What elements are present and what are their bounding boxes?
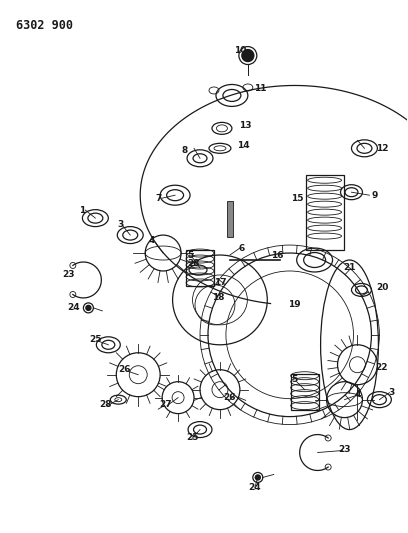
Text: 12: 12 (376, 144, 389, 153)
Circle shape (86, 305, 91, 310)
Text: 6: 6 (239, 244, 245, 253)
Text: 22: 22 (375, 363, 388, 372)
Text: 25: 25 (186, 433, 198, 442)
Text: 19: 19 (288, 301, 301, 309)
Text: 18: 18 (212, 294, 224, 302)
Text: 14: 14 (237, 141, 249, 150)
Text: 4: 4 (149, 236, 155, 245)
Text: 3: 3 (117, 220, 123, 229)
Text: 6302 900: 6302 900 (16, 19, 73, 31)
Text: 26: 26 (224, 393, 236, 402)
Text: 10: 10 (234, 46, 246, 55)
Text: 11: 11 (253, 84, 266, 93)
Text: 17: 17 (214, 278, 226, 287)
Text: 20: 20 (376, 284, 388, 293)
Circle shape (242, 50, 254, 61)
Text: 27: 27 (159, 400, 171, 409)
Text: 9: 9 (371, 191, 378, 200)
Text: 16: 16 (271, 251, 284, 260)
Text: 1: 1 (79, 206, 86, 215)
Bar (306, 175, 344, 250)
Text: 25: 25 (89, 335, 102, 344)
Text: 4: 4 (354, 390, 361, 399)
Text: 28: 28 (187, 259, 199, 268)
Circle shape (255, 475, 260, 480)
Text: 21: 21 (343, 263, 356, 272)
Text: 24: 24 (67, 303, 80, 312)
Text: 5: 5 (187, 251, 193, 260)
Text: 24: 24 (248, 483, 261, 492)
Text: 7: 7 (155, 193, 161, 203)
Bar (227, 201, 233, 237)
Bar (291, 374, 319, 410)
Bar (186, 250, 214, 286)
Text: 3: 3 (388, 388, 395, 397)
Text: 8: 8 (182, 146, 188, 155)
Text: 15: 15 (291, 193, 304, 203)
Text: 23: 23 (62, 270, 75, 279)
Text: 13: 13 (239, 121, 251, 130)
Text: 26: 26 (118, 365, 131, 374)
Text: 28: 28 (99, 400, 111, 409)
Text: 5: 5 (292, 375, 298, 384)
Text: 23: 23 (338, 445, 351, 454)
